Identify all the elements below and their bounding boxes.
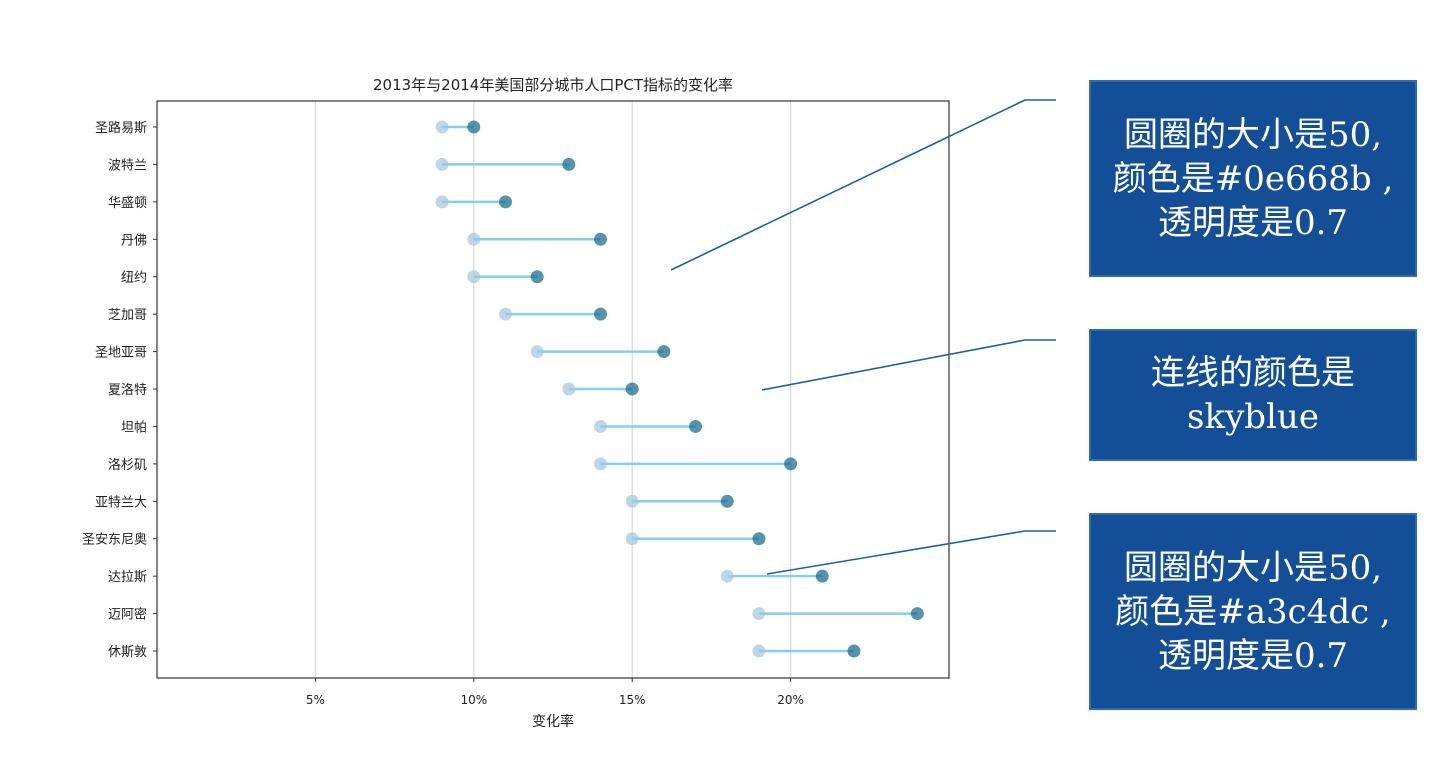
point-2013 [467,270,481,284]
y-tick-label: 休斯敦 [108,644,147,660]
y-tick-label: 芝加哥 [108,307,147,323]
point-2013 [625,494,639,508]
annotation-box-dark-circles: 圆圈的大小是50, 颜色是#0e668b , 透明度是0.7 [1089,80,1417,277]
y-tick-label: 圣地亚哥 [95,346,147,361]
x-tick-label: 20% [777,693,804,707]
point-2014 [910,607,924,621]
y-tick-label: 达拉斯 [108,570,147,585]
point-2013 [498,307,512,321]
point-2013 [562,382,576,396]
y-tick-label: 亚特兰大 [95,495,147,510]
annotation-pointers [670,99,1056,575]
y-tick-label: 圣路易斯 [95,120,147,136]
y-tick-label: 洛杉矶 [108,458,147,473]
plot-frame [156,100,950,679]
annotation-line: 圆圈的大小是50, [1123,114,1383,155]
point-2013 [467,232,481,246]
x-tick-label: 5% [306,693,325,707]
annotation-line: skyblue [1187,397,1319,437]
annotation-line: 透明度是0.7 [1157,635,1349,676]
y-tick-label: 坦帕 [121,420,147,435]
data-points [435,120,924,658]
x-axis-ticks: 5% 10% 15% 20% [306,678,804,707]
point-2013 [720,569,734,583]
y-tick-label: 丹佛 [121,233,147,248]
point-2013 [594,419,608,433]
grid-lines [314,101,792,678]
y-tick-label: 夏洛特 [108,383,147,398]
point-2013 [435,195,449,209]
x-axis-label: 变化率 [532,713,574,730]
y-axis-labels: 圣路易斯波特兰华盛顿丹佛纽约芝加哥圣地亚哥夏洛特坦帕洛杉矶亚特兰大圣安东尼奥达拉… [82,120,157,660]
point-2014 [720,494,734,508]
annotation-box-connector-line: 连线的颜色是 skyblue [1089,329,1417,461]
y-tick-label: 圣安东尼奥 [82,533,147,548]
point-2013 [752,607,766,621]
point-2014 [815,569,829,583]
annotation-line: 颜色是#a3c4dc , [1115,591,1391,632]
annotation-line: 圆圈的大小是50, [1123,547,1383,588]
point-2014 [594,232,608,246]
annotation-line: 透明度是0.7 [1157,202,1349,243]
point-2013 [594,457,608,471]
point-2014 [498,195,512,209]
point-2014 [657,345,671,359]
point-2014 [562,157,576,171]
point-2014 [530,270,544,284]
point-2014 [752,532,766,546]
x-tick-label: 15% [619,693,646,707]
chart-title: 2013年与2014年美国部分城市人口PCT指标的变化率 [373,76,733,94]
point-2014 [847,644,861,658]
pointer-line-3 [766,530,1056,575]
point-2014 [467,120,481,134]
y-tick-label: 迈阿密 [108,607,147,623]
connector-lines [442,125,918,653]
y-tick-label: 波特兰 [108,158,147,173]
point-2014 [784,457,798,471]
point-2014 [594,307,608,321]
pointer-line-2 [761,339,1056,391]
point-2013 [625,532,639,546]
annotation-line: 颜色是#0e668b , [1112,158,1394,199]
annotation-box-light-circles: 圆圈的大小是50, 颜色是#a3c4dc , 透明度是0.7 [1089,513,1417,710]
point-2013 [435,120,449,134]
y-tick-label: 华盛顿 [108,196,147,211]
point-2013 [435,157,449,171]
y-tick-label: 纽约 [121,271,147,286]
point-2013 [530,345,544,359]
annotation-line: 连线的颜色是 [1151,353,1355,393]
point-2014 [689,419,703,433]
point-2014 [625,382,639,396]
x-tick-label: 10% [460,693,487,707]
point-2013 [752,644,766,658]
pointer-line-1 [670,99,1056,271]
